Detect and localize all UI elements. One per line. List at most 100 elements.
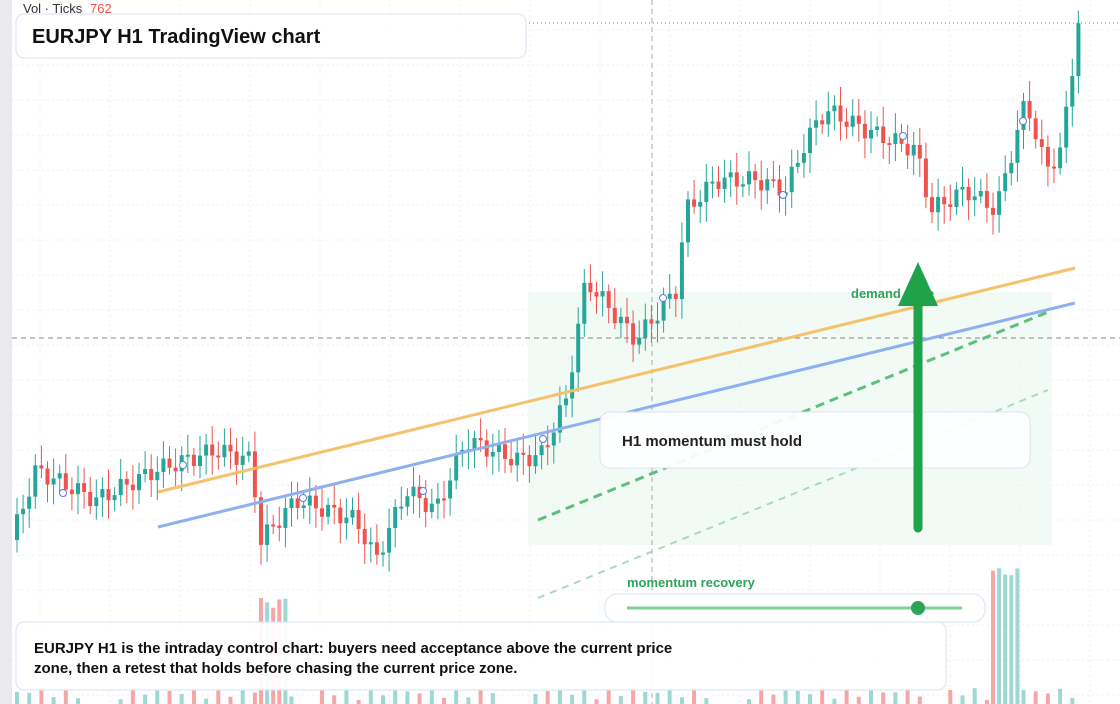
candle-body (198, 455, 202, 467)
candle-body (679, 242, 684, 300)
candle-body (39, 465, 44, 469)
candle-body (936, 196, 941, 213)
volume-bar (557, 690, 562, 704)
candle-body (722, 177, 727, 189)
candle-body (393, 506, 398, 528)
marker (539, 435, 547, 443)
volume-bar (692, 688, 697, 704)
volume-bar (997, 568, 1002, 704)
candle-body (917, 144, 922, 159)
candle-body (887, 143, 892, 146)
candle-body (277, 525, 282, 528)
volume-bar (179, 694, 184, 704)
volume-bar (844, 688, 849, 704)
candle-body (588, 282, 593, 293)
volume-bar (15, 691, 19, 704)
callout-text: H1 momentum must hold (622, 433, 802, 450)
candle-body (155, 471, 160, 481)
candle-body (747, 171, 751, 185)
slider-knob[interactable] (911, 601, 925, 615)
marker (419, 487, 427, 495)
candle-body (63, 473, 68, 490)
marker (59, 489, 67, 497)
candle-body (673, 293, 678, 300)
volume-bar (191, 688, 196, 704)
candle-body (521, 452, 526, 455)
candle-body (69, 489, 74, 495)
candle-body (862, 123, 867, 139)
candle-body (698, 201, 703, 207)
candle-body (1070, 76, 1075, 107)
candle-body (423, 498, 428, 513)
note-line: zone, then a retest that holds before ch… (34, 660, 517, 677)
candle-body (826, 111, 831, 125)
candle-body (789, 166, 794, 193)
candle-body (307, 495, 312, 506)
candle-body (222, 444, 227, 458)
candle-body (216, 455, 221, 458)
candle-body (124, 478, 129, 485)
candle-body (161, 458, 166, 472)
volume-bar (893, 692, 898, 704)
volume-bar (63, 688, 68, 704)
candle-body (405, 496, 410, 507)
candle-body (490, 451, 495, 457)
volume-bar (289, 696, 294, 704)
candle-body (301, 505, 306, 509)
volume-bar (332, 695, 337, 704)
candle-body (51, 478, 56, 485)
candle-body (801, 153, 806, 163)
candle-body (448, 480, 453, 499)
volume-bar (771, 694, 776, 704)
arrow-head (898, 262, 938, 306)
candle-body (27, 496, 32, 509)
candle-body (45, 468, 50, 485)
candle-body (869, 129, 873, 139)
volume-bar (905, 689, 910, 704)
candle-body (570, 372, 575, 399)
candle-body (496, 444, 501, 452)
vol-label: Vol · Ticks (23, 1, 83, 16)
candle-body (533, 455, 538, 467)
marker (779, 191, 787, 199)
volume-bar (1015, 568, 1020, 704)
candle-body (930, 197, 934, 213)
volume-bar (240, 689, 245, 704)
candle-body (856, 115, 861, 124)
marker (179, 461, 187, 469)
candle-body (442, 498, 446, 501)
candle-body (564, 398, 568, 406)
volume-bar (228, 696, 233, 704)
candle-body (710, 181, 715, 184)
volume-bar (618, 695, 623, 704)
candle-body (411, 486, 416, 497)
candle-body (655, 320, 660, 324)
candle-body (850, 115, 855, 127)
candle-body (76, 483, 80, 495)
marker (299, 494, 307, 502)
candle-body (271, 524, 276, 527)
candle-body (21, 508, 26, 515)
candle-body (942, 196, 947, 205)
volume-bar (832, 698, 837, 704)
volume-bar (51, 697, 56, 704)
volume-bar (490, 693, 495, 704)
volume-bar (856, 696, 861, 704)
candle-body (661, 298, 666, 321)
candle-body (557, 405, 562, 433)
volume-bar (1070, 697, 1075, 704)
candle-body (289, 498, 294, 509)
volume-bar (759, 688, 764, 704)
candle-body (606, 291, 611, 308)
candle-body (997, 191, 1002, 215)
candle-body (954, 189, 959, 208)
candle-body (356, 509, 361, 529)
volume-bar (76, 698, 80, 704)
volume-bar (442, 697, 446, 704)
volume-bar (643, 691, 648, 704)
volume-bar (1021, 690, 1026, 704)
candle-body (503, 444, 507, 459)
candle-body (643, 319, 648, 338)
